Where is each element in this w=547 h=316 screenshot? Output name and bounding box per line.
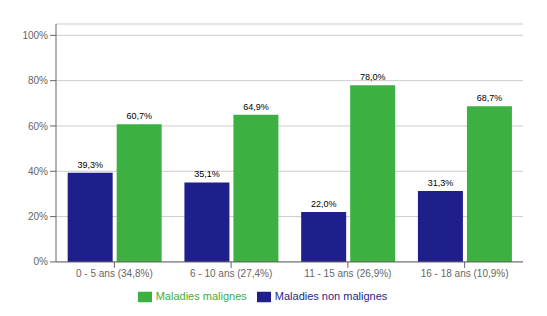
svg-text:78,0%: 78,0% — [360, 72, 386, 82]
svg-text:80%: 80% — [28, 75, 48, 86]
svg-text:39,3%: 39,3% — [77, 160, 103, 170]
svg-text:40%: 40% — [28, 166, 48, 177]
svg-text:35,1%: 35,1% — [194, 169, 220, 179]
svg-text:100%: 100% — [22, 30, 48, 41]
svg-text:60%: 60% — [28, 121, 48, 132]
svg-text:64,9%: 64,9% — [243, 102, 269, 112]
svg-text:16 - 18 ans (10,9%): 16 - 18 ans (10,9%) — [421, 268, 509, 279]
html-text:Maladies malignes: Maladies malignes — [155, 289, 247, 302]
svg-text:22,0%: 22,0% — [311, 199, 337, 209]
svg-text:60,7%: 60,7% — [126, 111, 152, 121]
svg-text:68,7%: 68,7% — [477, 93, 503, 103]
svg-text:0 - 5 ans (34,8%): 0 - 5 ans (34,8%) — [76, 268, 153, 279]
svg-text:20%: 20% — [28, 211, 48, 222]
html-text:Maladies non malignes: Maladies non malignes — [274, 289, 388, 302]
svg-text:31,3%: 31,3% — [428, 178, 454, 188]
svg-text:6 - 10 ans (27,4%): 6 - 10 ans (27,4%) — [190, 268, 272, 279]
svg-text:11 - 15 ans (26,9%): 11 - 15 ans (26,9%) — [304, 268, 391, 279]
svg-text:0%: 0% — [34, 256, 49, 267]
